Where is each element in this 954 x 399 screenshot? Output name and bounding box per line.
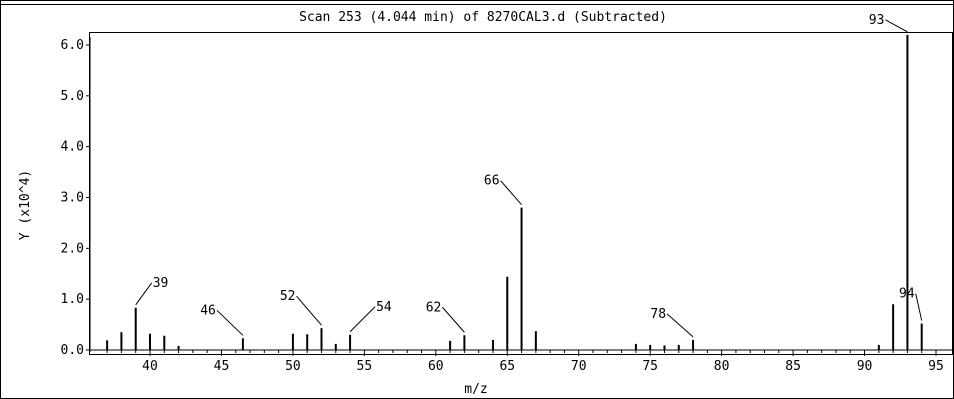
peak-annotation-label: 46	[200, 303, 216, 318]
y-tick-label: 3.0	[61, 191, 84, 206]
peak-annotation-label: 78	[650, 307, 666, 322]
x-tick-label: 40	[142, 359, 158, 374]
annotations-group: 39 46 52 54 62 66 78 93 94	[135, 13, 923, 338]
x-tick-label: 65	[499, 359, 515, 374]
x-tick-label: 90	[857, 359, 873, 374]
x-tick-label: 70	[571, 359, 587, 374]
x-tick-label: 55	[357, 359, 373, 374]
x-tick-label: 75	[642, 359, 658, 374]
x-axis-label: m/z	[464, 382, 487, 397]
x-tick-label: 50	[285, 359, 301, 374]
y-tick-label: 6.0	[61, 38, 84, 53]
x-tick-label: 85	[785, 359, 801, 374]
y-tick-label: 2.0	[61, 241, 84, 256]
chart-title: Scan 253 (4.044 min) of 8270CAL3.d (Subt…	[299, 10, 667, 25]
annotation-leader	[349, 306, 376, 333]
annotation-leader	[885, 19, 908, 33]
axes-group: 0.0 1.0 2.0 3.0 4.0 5.0 6.0 40 45 50 55 60 65 70 75 80 8…	[61, 37, 952, 374]
annotation-leader	[442, 306, 465, 333]
annotation-leader	[915, 293, 923, 321]
x-tick-label: 60	[428, 359, 444, 374]
y-tick-label: 0.0	[61, 343, 84, 358]
y-tick-label: 4.0	[61, 140, 84, 155]
x-tick-label: 45	[214, 359, 230, 374]
peak-annotation-label: 62	[426, 300, 442, 315]
peak-annotation-label: 54	[376, 300, 392, 315]
x-tick-label: 80	[714, 359, 730, 374]
peak-annotation-label: 94	[899, 287, 915, 302]
x-tick-label: 95	[928, 359, 944, 374]
annotation-leader	[500, 180, 522, 205]
annotation-leader	[216, 309, 244, 336]
annotation-leader	[666, 313, 694, 338]
y-tick-label: 5.0	[61, 89, 84, 104]
peak-annotation-label: 39	[153, 276, 169, 291]
annotation-leader	[296, 295, 322, 326]
y-axis-label: Y (x10^4)	[18, 170, 33, 240]
peak-annotation-label: 52	[280, 289, 296, 304]
peak-annotation-label: 93	[869, 13, 885, 28]
peaks-group	[106, 34, 923, 350]
annotation-leader	[135, 282, 153, 306]
y-tick-label: 1.0	[61, 292, 84, 307]
peak-annotation-label: 66	[484, 174, 500, 189]
